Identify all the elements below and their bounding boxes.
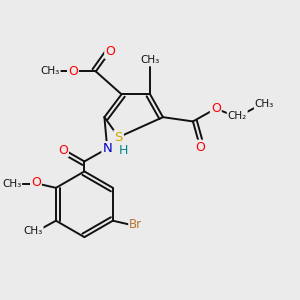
Text: Br: Br [129,218,142,232]
Text: O: O [58,143,68,157]
Text: N: N [102,142,112,155]
Text: O: O [105,45,115,58]
Text: CH₂: CH₂ [228,111,247,121]
Text: CH₃: CH₃ [2,178,21,189]
Text: O: O [195,141,205,154]
Text: CH₃: CH₃ [40,66,60,76]
Text: O: O [211,102,221,115]
Text: CH₃: CH₃ [23,226,43,236]
Text: CH₃: CH₃ [255,99,274,109]
Text: O: O [68,65,78,78]
Text: O: O [31,176,41,189]
Text: S: S [115,130,123,144]
Text: CH₃: CH₃ [140,55,160,65]
Text: H: H [118,143,128,157]
